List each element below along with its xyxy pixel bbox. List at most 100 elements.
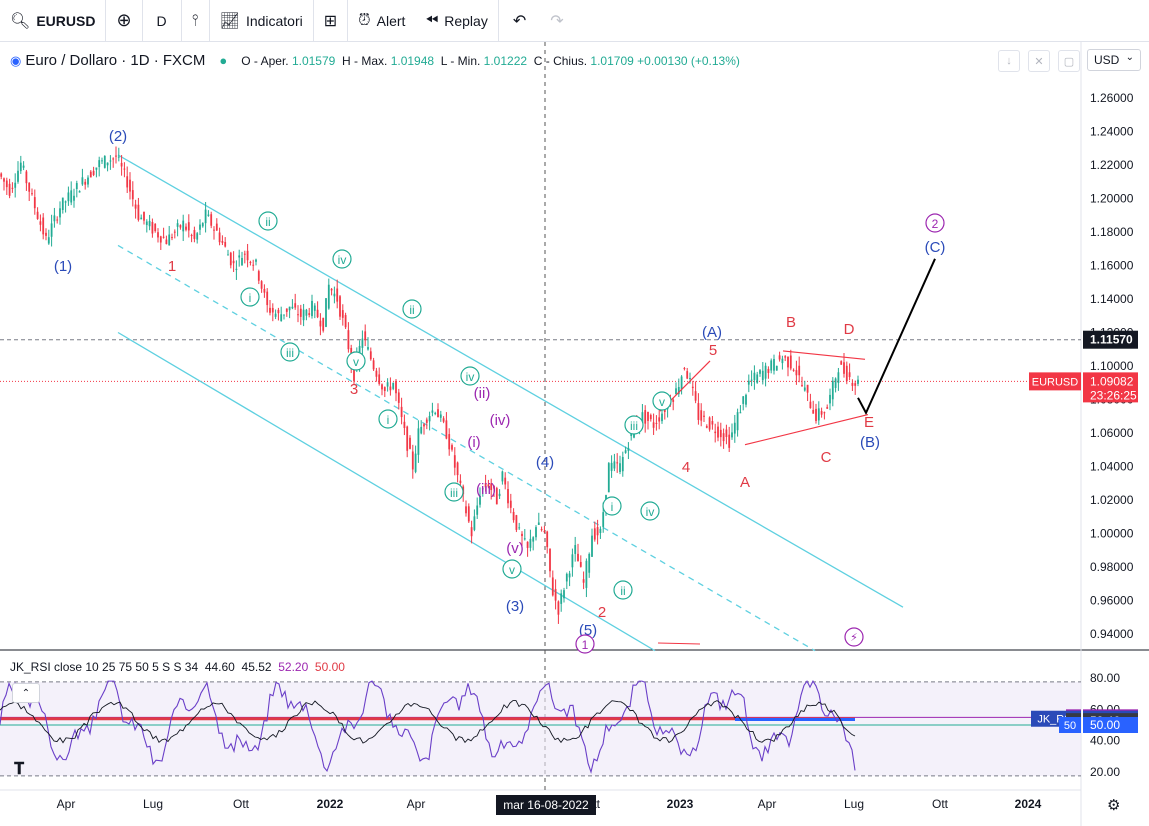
- candle: [588, 553, 591, 573]
- candle: [140, 217, 143, 220]
- wave-lines: [657, 258, 936, 645]
- candle: [529, 538, 532, 548]
- candle: [389, 386, 392, 391]
- wave-label: iv: [466, 370, 475, 384]
- candle: [182, 220, 185, 232]
- candle: [655, 422, 658, 424]
- candle: [750, 379, 753, 381]
- symbol-search[interactable]: 🔍︎ EURUSD: [0, 0, 107, 42]
- globe-icon: ◉: [10, 52, 22, 68]
- redo-button[interactable]: ↷: [540, 0, 573, 42]
- price-tick-label: 1.10000: [1090, 359, 1134, 373]
- candle: [129, 179, 131, 192]
- candle: [577, 553, 579, 562]
- candle: [369, 351, 372, 360]
- candle: [288, 306, 291, 311]
- candle: [579, 561, 582, 567]
- wave-label: iii: [630, 419, 638, 433]
- wave-label: (2): [109, 128, 127, 145]
- candle: [87, 177, 89, 185]
- candle: [521, 533, 523, 537]
- candle: [19, 162, 22, 172]
- price-chart[interactable]: (1)(2)(3)(4)(5)(A)(B)(C)12345ABCDEiiiiii…: [0, 42, 1149, 826]
- candle: [610, 462, 613, 471]
- candle: [400, 406, 403, 418]
- replay-button[interactable]: ⏪︎ Replay: [415, 0, 499, 42]
- candle: [126, 176, 129, 188]
- time-axis[interactable]: AprLugOtt2022AprLugOtt2023AprLugOtt2024m…: [57, 795, 1042, 815]
- rewind-icon: ⏪︎: [425, 11, 439, 29]
- layouts-button[interactable]: ⊞: [314, 0, 349, 42]
- rsi-band: [0, 681, 1081, 776]
- currency-label: USD: [1094, 53, 1120, 67]
- maximize-icon[interactable]: ▢: [1058, 50, 1080, 72]
- close-icon[interactable]: ✕: [1028, 50, 1050, 72]
- candle: [689, 377, 691, 379]
- move-down-icon[interactable]: ↓: [998, 50, 1020, 72]
- candle: [383, 387, 386, 391]
- price-tick-label: 1.18000: [1090, 225, 1134, 239]
- candle: [112, 158, 115, 160]
- wave-label: (iv): [490, 412, 511, 429]
- triangle-upper: [782, 350, 866, 360]
- candle: [543, 531, 546, 533]
- candle: [204, 209, 207, 224]
- candle: [526, 541, 529, 548]
- candle: [568, 573, 571, 578]
- rsi-pane[interactable]: 80.0060.0040.0020.00S54.89JK_RSI54.00E52…: [0, 671, 1138, 779]
- candle: [397, 392, 400, 403]
- rsi-signal-line: [0, 700, 856, 744]
- candle: [64, 201, 67, 203]
- currency-select[interactable]: USD ⌄: [1087, 49, 1141, 71]
- candle: [677, 387, 680, 395]
- candle: [719, 429, 722, 438]
- candle: [311, 300, 313, 317]
- triangle-lower: [744, 413, 869, 446]
- tradingview-logo: 𝐓: [14, 761, 25, 778]
- candle: [641, 412, 644, 424]
- candle: [406, 426, 409, 451]
- candle: [0, 173, 3, 177]
- candle: [327, 284, 330, 309]
- candle: [557, 601, 560, 615]
- candle: [36, 211, 39, 219]
- candle: [453, 455, 456, 468]
- candle: [45, 232, 47, 236]
- candle: [190, 234, 193, 236]
- crosshair-date-box: [496, 795, 596, 815]
- grid-lines: [0, 42, 1149, 826]
- candle: [753, 372, 756, 380]
- wave-label: 3: [350, 381, 358, 398]
- candle: [409, 437, 411, 449]
- undo-button[interactable]: ↶: [499, 0, 540, 42]
- candle: [73, 195, 75, 201]
- wave-label: 4: [682, 459, 690, 476]
- candle: [84, 181, 87, 185]
- candle: [22, 165, 25, 168]
- candle: [459, 480, 462, 484]
- candle: [168, 234, 171, 246]
- wave-label: (1): [54, 258, 72, 275]
- candle: [778, 355, 781, 360]
- alert-button[interactable]: ⏰︎ Alert: [348, 0, 415, 42]
- candle: [854, 383, 857, 386]
- price-tick-label: 1.04000: [1090, 460, 1134, 474]
- compare-button[interactable]: ⊕: [106, 0, 143, 42]
- candle: [851, 382, 854, 386]
- price-mark-box: [1083, 330, 1138, 349]
- candle: [238, 255, 241, 258]
- indicators-button[interactable]: 📈︎ Indicatori: [210, 0, 314, 42]
- candle: [277, 309, 280, 314]
- settings-gear-icon[interactable]: ⚙: [1107, 797, 1121, 814]
- collapse-pane-button[interactable]: ⌃: [12, 683, 40, 703]
- wave-label: E: [864, 414, 874, 431]
- wave-label: 2: [932, 217, 939, 231]
- chart-type-button[interactable]: ⫯: [182, 0, 210, 42]
- price-axis[interactable]: 1.26000 1.24000 1.22000 1.20000 1.18000 1.160…: [1029, 91, 1138, 641]
- candle: [823, 412, 826, 414]
- interval-button[interactable]: D: [143, 0, 182, 42]
- price-tick-label: 1.22000: [1090, 158, 1134, 172]
- wave-label-circle: [258, 211, 278, 231]
- candle: [381, 384, 383, 390]
- candle: [25, 171, 28, 184]
